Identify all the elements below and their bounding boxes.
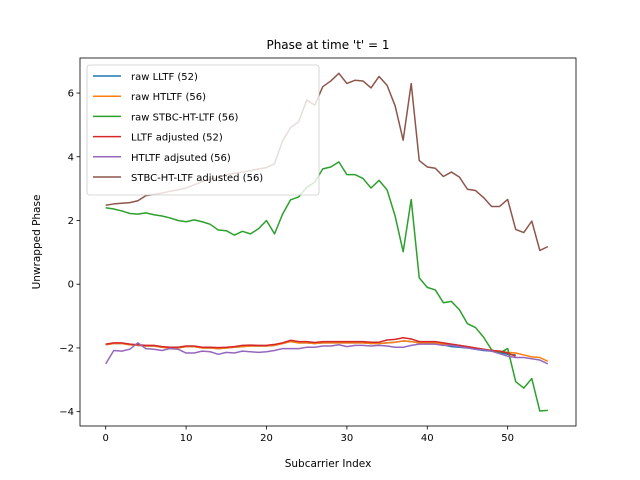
y-tick-label: 4 <box>68 152 74 163</box>
x-tick-label: 30 <box>341 433 354 444</box>
legend-box <box>86 64 320 196</box>
legend: raw LLTF (52) raw HTLTF (56) raw STBC-HT-L… <box>86 64 320 196</box>
series-layer <box>105 72 549 412</box>
legend-label: raw STBC-HT-LTF (56) <box>131 112 239 123</box>
y-tick-label: −2 <box>59 343 74 354</box>
x-tick-label: 10 <box>180 433 193 444</box>
legend-label: LLTF adjusted (52) <box>131 133 223 144</box>
series-line-2 <box>105 161 548 412</box>
legend-label: HTLTF adjsuted (56) <box>131 153 231 164</box>
x-tick-label: 40 <box>421 433 434 444</box>
x-tick-label: 50 <box>501 433 514 444</box>
x-tick-label: 20 <box>260 433 273 444</box>
y-tick-label: 0 <box>68 280 74 291</box>
y-axis-ticks: −4 −2 0 2 4 6 <box>59 89 80 418</box>
legend-label: STBC-HT-LTF adjusted (56) <box>131 173 263 184</box>
series-line-3 <box>105 336 516 357</box>
y-tick-label: 2 <box>68 216 74 227</box>
x-tick-label: 0 <box>103 433 109 444</box>
y-tick-label: 6 <box>68 89 74 100</box>
x-axis-label: Subcarrier Index <box>285 458 372 470</box>
y-tick-label: −4 <box>59 407 74 418</box>
x-axis-ticks: 0 10 20 30 40 50 <box>103 426 514 444</box>
legend-label: raw LLTF (52) <box>131 72 198 83</box>
legend-label: raw HTLTF (56) <box>131 92 206 103</box>
series-line-4 <box>105 342 549 365</box>
chart-title: Phase at time 't' = 1 <box>266 38 389 52</box>
axes-frame <box>79 57 577 427</box>
y-axis-label: Unwrapped Phase <box>31 195 43 290</box>
